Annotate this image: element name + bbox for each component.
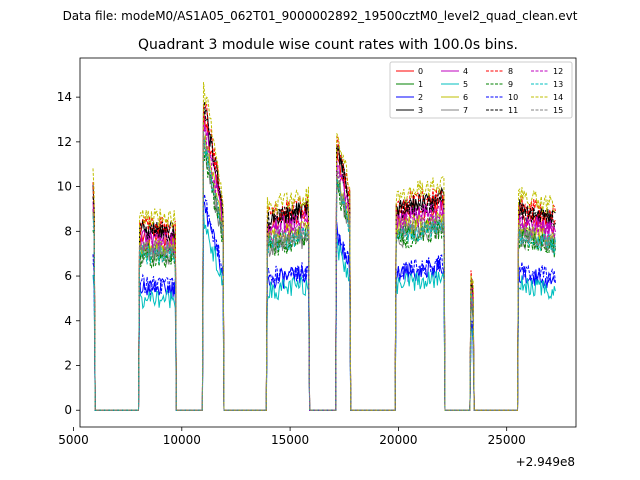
legend-label-2: 2 bbox=[418, 93, 423, 102]
series-lines bbox=[92, 82, 556, 411]
axes-frame bbox=[79, 57, 577, 428]
y-tick-label: 14 bbox=[57, 90, 72, 104]
y-tick-label: 12 bbox=[57, 135, 72, 149]
legend-label-8: 8 bbox=[508, 67, 513, 76]
legend-label-6: 6 bbox=[463, 93, 468, 102]
legend-label-10: 10 bbox=[508, 93, 518, 102]
y-tick-label: 2 bbox=[64, 359, 72, 373]
legend-label-13: 13 bbox=[553, 80, 563, 89]
legend-label-7: 7 bbox=[463, 106, 468, 115]
series-line-12 bbox=[92, 124, 556, 411]
legend-label-11: 11 bbox=[508, 106, 518, 115]
y-tick-label: 4 bbox=[64, 314, 72, 328]
x-tick-label: 20000 bbox=[379, 433, 417, 447]
legend-label-0: 0 bbox=[418, 67, 423, 76]
series-line-9 bbox=[92, 140, 556, 411]
figure-suptitle: Data file: modeM0/AS1A05_062T01_90000028… bbox=[63, 9, 578, 23]
y-tick-label: 6 bbox=[64, 269, 72, 283]
series-line-7 bbox=[92, 138, 556, 411]
y-tick-label: 10 bbox=[57, 180, 72, 194]
legend-box bbox=[389, 61, 573, 119]
legend-label-5: 5 bbox=[463, 80, 468, 89]
series-line-1 bbox=[92, 134, 556, 411]
series-line-6 bbox=[92, 134, 556, 411]
x-tick-label: 5000 bbox=[58, 433, 89, 447]
series-line-11 bbox=[92, 101, 556, 411]
legend-label-15: 15 bbox=[553, 106, 563, 115]
legend-label-14: 14 bbox=[553, 93, 563, 102]
y-tick-label: 8 bbox=[64, 224, 72, 238]
legend-label-9: 9 bbox=[508, 80, 513, 89]
legend-label-12: 12 bbox=[553, 67, 563, 76]
x-offset-label: +2.949e8 bbox=[516, 455, 575, 469]
series-line-13 bbox=[92, 139, 556, 411]
legend-label-1: 1 bbox=[418, 80, 423, 89]
legend-label-3: 3 bbox=[418, 106, 423, 115]
chart-title: Quadrant 3 module wise count rates with … bbox=[138, 37, 518, 53]
series-line-15 bbox=[92, 130, 556, 411]
y-tick-label: 0 bbox=[64, 403, 72, 417]
x-tick-label: 10000 bbox=[163, 433, 201, 447]
x-tick-label: 25000 bbox=[488, 433, 526, 447]
plot-area: 5000 10000 15000 20000 250000246810121401234… bbox=[57, 57, 577, 447]
x-tick-label: 15000 bbox=[271, 433, 309, 447]
legend-label-4: 4 bbox=[463, 67, 468, 76]
